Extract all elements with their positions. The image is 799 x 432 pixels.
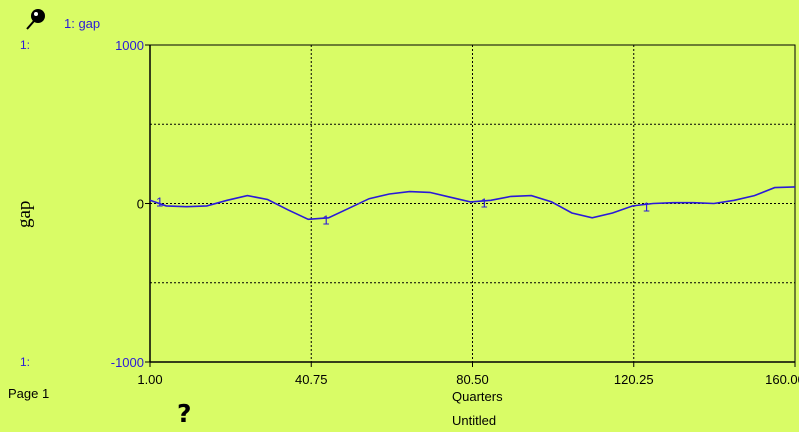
series-scale-top-label: 1: bbox=[20, 38, 31, 52]
y-tick-label: 1000 bbox=[115, 38, 144, 53]
pushpin-icon[interactable] bbox=[25, 8, 47, 30]
x-tick-label: 120.25 bbox=[614, 372, 654, 387]
help-question-icon[interactable]: ? bbox=[177, 399, 192, 428]
x-tick-label: 80.50 bbox=[456, 372, 489, 387]
series-marker-label: 1 bbox=[322, 213, 329, 228]
series-marker-label: 1 bbox=[481, 196, 488, 211]
series-scale-bottom-label: 1: bbox=[20, 355, 31, 369]
y-tick-label: 0 bbox=[137, 197, 144, 212]
legend-series-label: 1: gap bbox=[64, 16, 101, 31]
series-line bbox=[149, 186, 796, 221]
x-tick-label: 40.75 bbox=[295, 372, 328, 387]
y-tick-label: -1000 bbox=[111, 355, 144, 370]
series-marker-label: 1 bbox=[643, 199, 650, 214]
x-tick-label: 1.00 bbox=[137, 372, 162, 387]
x-tick-label: 160.00 bbox=[765, 372, 799, 387]
x-axis-label: Quarters bbox=[452, 389, 503, 404]
document-title: Untitled bbox=[452, 413, 497, 428]
page-label: Page 1 bbox=[8, 386, 50, 401]
series-marker-label: 1 bbox=[156, 194, 163, 209]
